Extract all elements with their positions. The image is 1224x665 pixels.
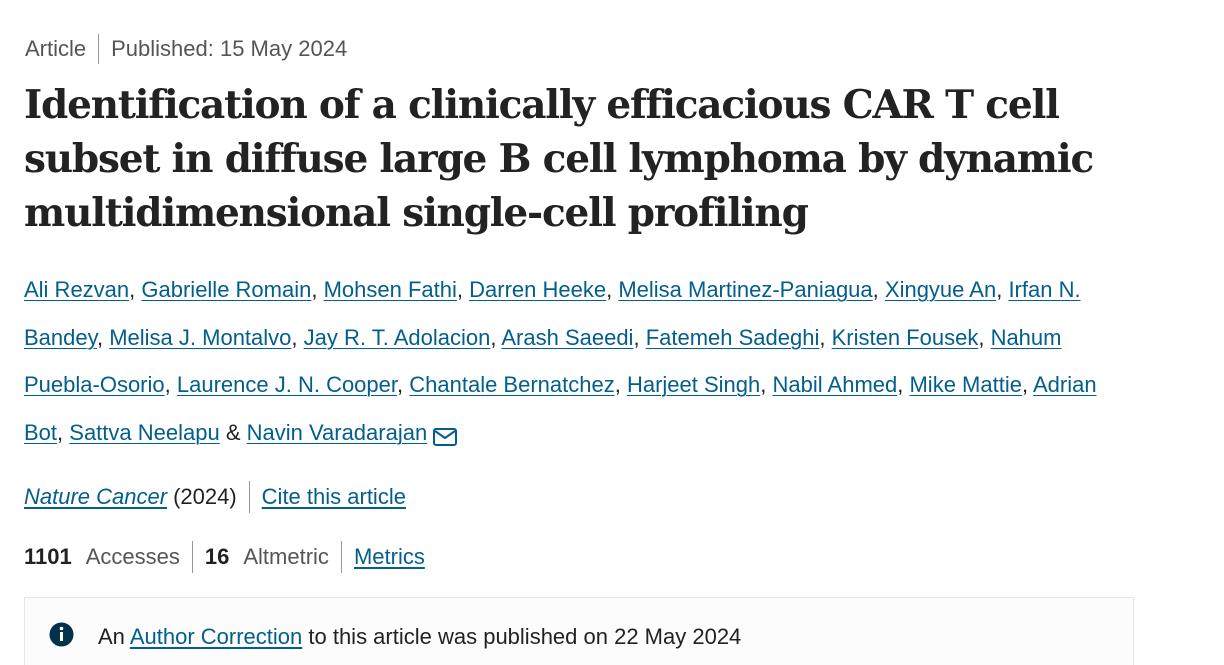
author-link[interactable]: Adrian Bot	[24, 372, 1097, 445]
author-link[interactable]: Darren Heeke	[469, 277, 607, 302]
info-icon	[49, 622, 74, 652]
author-link[interactable]: Ali Rezvan	[24, 277, 130, 302]
journal-year: (2024)	[173, 484, 237, 509]
author-list: Ali Rezvan, Gabrielle Romain, Mohsen Fat…	[24, 266, 1134, 462]
divider	[98, 34, 100, 64]
author-link[interactable]: Jay R. T. Adolacion	[303, 324, 491, 350]
altmetric-label: Altmetric	[243, 544, 329, 569]
author-link[interactable]: Harjeet Singh	[626, 372, 761, 397]
accesses-count: 1101	[24, 544, 72, 569]
author-correction-link[interactable]: Author Correction	[129, 624, 303, 649]
journal-link[interactable]: Nature Cancer	[24, 484, 168, 509]
author-link[interactable]: Laurence J. N. Cooper	[176, 372, 398, 397]
author-link[interactable]: Melisa Martinez-Paniagua	[618, 277, 873, 302]
article-meta: Article Published: 15 May 2024	[25, 34, 347, 64]
author-link[interactable]: Arash Saeedi	[501, 324, 634, 350]
author-link[interactable]: Fatemeh Sadeghi	[645, 324, 820, 350]
metrics-link[interactable]: Metrics	[353, 544, 425, 569]
author-link[interactable]: Melisa J. Montalvo	[109, 324, 292, 350]
author-link[interactable]: Mike Mattie	[909, 372, 1022, 397]
author-link[interactable]: Nahum Puebla-Osorio	[24, 324, 1062, 398]
author-link[interactable]: Kristen Fousek	[831, 324, 979, 350]
article-title: Identification of a clinically efficacio…	[24, 82, 1094, 236]
article-type: Article	[25, 36, 87, 61]
author-link[interactable]: Navin Varadarajan	[246, 419, 428, 445]
author-link[interactable]: Xingyue An	[884, 277, 997, 302]
notice-text: An Author Correction to this article was…	[98, 624, 742, 649]
author-link[interactable]: Chantale Bernatchez	[409, 372, 615, 397]
altmetric-count: 16	[204, 544, 230, 569]
accesses-label: Accesses	[85, 544, 180, 569]
article-metrics: 1101 Accesses 16 Altmetric Metrics	[24, 540, 425, 574]
journal-info: Nature Cancer (2024) Cite this article	[24, 480, 406, 514]
cite-article-link[interactable]: Cite this article	[261, 484, 406, 509]
author-link[interactable]: Irfan N. Bandey	[24, 277, 1081, 350]
divider	[248, 481, 250, 513]
author-link[interactable]: Nabil Ahmed	[772, 372, 898, 397]
mail-icon[interactable]	[433, 415, 458, 463]
divider	[191, 541, 193, 573]
author-link[interactable]: Mohsen Fathi	[323, 277, 457, 302]
published-date: Published: 15 May 2024	[111, 36, 348, 61]
correction-notice: An Author Correction to this article was…	[24, 597, 1134, 665]
divider	[340, 541, 342, 573]
author-link[interactable]: Sattva Neelapu	[69, 419, 220, 445]
author-link[interactable]: Gabrielle Romain	[141, 277, 312, 302]
